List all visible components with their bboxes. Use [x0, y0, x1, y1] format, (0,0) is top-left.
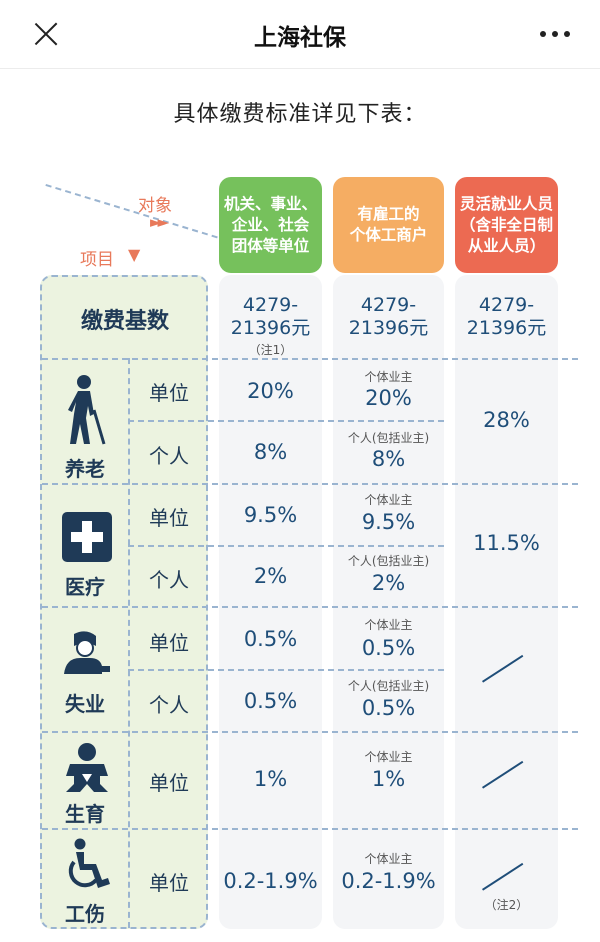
row-label-panel — [40, 275, 208, 929]
divider — [128, 420, 444, 422]
elderly-person-icon — [68, 375, 106, 445]
column-header-institutions: 机关、事业、 企业、社会 团体等单位 — [219, 177, 322, 273]
note-owner: 个体业主 — [364, 618, 413, 632]
medical-flexible: 11.5% — [473, 531, 540, 555]
item-label: 项目 — [80, 250, 114, 270]
unemployment-unit-self-employed: 0.5% — [361, 636, 416, 660]
note-1: （注1） — [248, 343, 293, 357]
note-personal-owner: 个人(包括业主) — [347, 554, 430, 568]
medical-unit-institutions: 9.5% — [243, 503, 298, 527]
maternity-unit-institutions: 1% — [253, 767, 288, 791]
note-personal-owner: 个人(包括业主) — [347, 431, 430, 445]
note-owner: 个体业主 — [364, 493, 413, 507]
top-bar: 上海社保 — [0, 0, 600, 69]
down-arrow-icon: ▼ — [128, 245, 141, 264]
object-label: 对象 — [138, 196, 172, 216]
pension-personal-institutions: 8% — [253, 440, 288, 464]
note-personal-owner: 个人(包括业主) — [347, 679, 430, 693]
column-header-self-employed: 有雇工的 个体工商户 — [333, 177, 444, 273]
sub-label-unit: 单位 — [149, 381, 189, 405]
wheelchair-icon — [68, 838, 110, 888]
note-2: （注2） — [484, 898, 529, 912]
note-owner: 个体业主 — [364, 750, 413, 764]
medical-unit-self-employed: 9.5% — [361, 510, 416, 534]
divider — [42, 731, 578, 733]
pension-personal-self-employed: 8% — [371, 447, 406, 471]
medical-cross-icon — [62, 512, 112, 562]
right-arrow-icon: ►► — [150, 213, 169, 231]
injury-unit-self-employed: 0.2-1.9% — [341, 869, 436, 893]
divider — [42, 828, 578, 830]
divider — [128, 669, 444, 671]
intro-text: 具体缴费标准详见下表： — [173, 102, 427, 127]
base-value-flexible: 4279- 21396元 — [466, 294, 547, 339]
divider — [42, 483, 578, 485]
category-pension: 养老 — [65, 457, 105, 481]
maternity-unit-self-employed: 1% — [371, 767, 406, 791]
divider — [128, 358, 130, 928]
more-options-icon[interactable] — [538, 31, 572, 39]
sub-label-personal: 个人 — [149, 444, 189, 468]
unemployment-personal-institutions: 0.5% — [243, 689, 298, 713]
unemployment-unit-institutions: 0.5% — [243, 627, 298, 651]
pension-unit-self-employed: 20% — [365, 386, 412, 410]
sub-label-unit: 单位 — [149, 506, 189, 530]
sub-label-unit: 单位 — [149, 871, 189, 895]
category-unemployment: 失业 — [65, 692, 105, 716]
app-title: 上海社保 — [254, 25, 346, 51]
base-label: 缴费基数 — [80, 309, 169, 334]
injury-unit-institutions: 0.2-1.9% — [223, 869, 318, 893]
base-value-self-employed: 4279- 21396元 — [348, 294, 429, 339]
medical-personal-self-employed: 2% — [371, 571, 406, 595]
column-body-flexible — [455, 275, 558, 929]
category-medical: 医疗 — [65, 575, 105, 599]
sub-label-unit: 单位 — [149, 631, 189, 655]
base-value-institutions: 4279- 21396元 — [230, 294, 311, 339]
column-body-self-employed — [333, 275, 444, 929]
divider — [42, 358, 578, 360]
medical-personal-institutions: 2% — [253, 564, 288, 588]
pension-flexible: 28% — [483, 408, 530, 432]
baby-icon — [66, 743, 108, 792]
note-owner: 个体业主 — [364, 852, 413, 866]
category-work-injury: 工伤 — [65, 902, 105, 926]
pension-unit-institutions: 20% — [247, 379, 294, 403]
sub-label-personal: 个人 — [149, 568, 189, 592]
column-body-institutions — [219, 275, 322, 929]
divider — [128, 545, 444, 547]
column-header-flexible-employment: 灵活就业人员 （含非全日制 从业人员） — [455, 177, 558, 273]
person-at-desk-icon — [64, 631, 110, 674]
sub-label-personal: 个人 — [149, 693, 189, 717]
unemployment-personal-self-employed: 0.5% — [361, 696, 416, 720]
note-owner: 个体业主 — [364, 370, 413, 384]
category-maternity: 生育 — [65, 802, 105, 826]
divider — [42, 606, 578, 608]
sub-label-unit: 单位 — [149, 771, 189, 795]
